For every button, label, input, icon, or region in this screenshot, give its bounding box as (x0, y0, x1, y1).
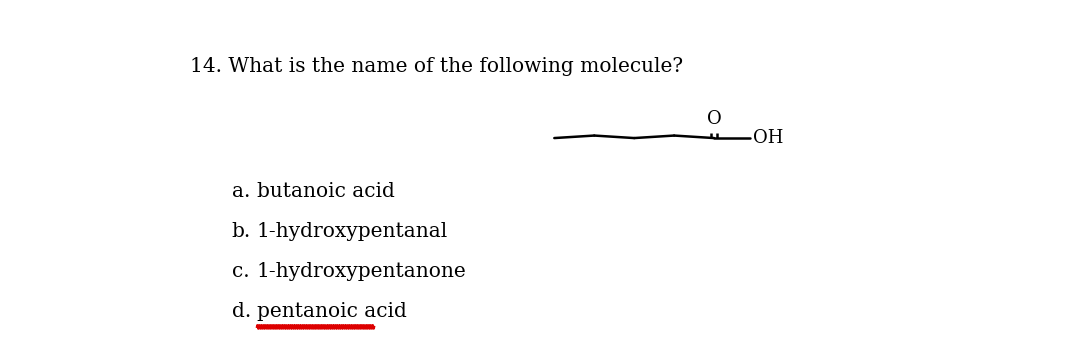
Text: O: O (707, 110, 722, 127)
Text: OH: OH (753, 129, 783, 147)
Text: b.: b. (232, 222, 251, 241)
Text: butanoic acid: butanoic acid (256, 182, 395, 201)
Text: pentanoic acid: pentanoic acid (256, 302, 407, 321)
Text: c.: c. (232, 262, 249, 281)
Text: d.: d. (232, 302, 251, 321)
Text: a.: a. (232, 182, 250, 201)
Text: 14. What is the name of the following molecule?: 14. What is the name of the following mo… (189, 57, 683, 76)
Text: 1-hydroxypentanone: 1-hydroxypentanone (256, 262, 466, 281)
Text: 1-hydroxypentanal: 1-hydroxypentanal (256, 222, 448, 241)
